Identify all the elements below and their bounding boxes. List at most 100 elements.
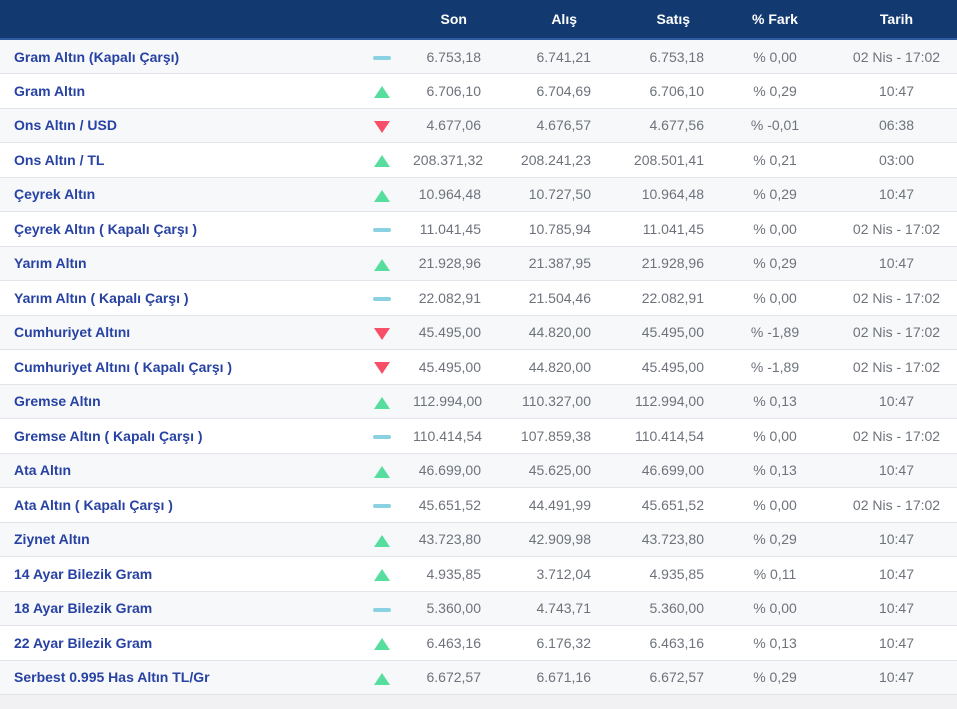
fark-value: % -1,89 — [705, 315, 845, 350]
satis-value: 45.495,00 — [592, 315, 705, 350]
table-row[interactable]: Gram Altın 6.706,10 6.704,69 6.706,10 % … — [0, 74, 957, 109]
son-value: 6.706,10 — [412, 74, 482, 109]
tarih-value: 02 Nis - 17:02 — [845, 350, 957, 385]
gold-prices-table: Son Alış Satış % Fark Tarih Gram Altın (… — [0, 0, 957, 695]
alis-value: 10.727,50 — [482, 177, 592, 212]
satis-value: 208.501,41 — [592, 143, 705, 178]
tarih-value: 02 Nis - 17:02 — [845, 212, 957, 247]
instrument-name[interactable]: 18 Ayar Bilezik Gram — [14, 600, 152, 616]
son-value: 10.964,48 — [412, 177, 482, 212]
satis-value: 110.414,54 — [592, 419, 705, 454]
table-row[interactable]: Çeyrek Altın 10.964,48 10.727,50 10.964,… — [0, 177, 957, 212]
trend-flat-icon — [373, 297, 391, 301]
fark-value: % 0,29 — [705, 74, 845, 109]
table-row[interactable]: Ata Altın ( Kapalı Çarşı ) 45.651,52 44.… — [0, 488, 957, 523]
instrument-name[interactable]: Cumhuriyet Altını — [14, 324, 130, 340]
header-tarih: Tarih — [845, 0, 957, 39]
fark-value: % 0,13 — [705, 384, 845, 419]
instrument-name[interactable]: Ata Altın ( Kapalı Çarşı ) — [14, 497, 173, 513]
trend-up-icon — [374, 86, 390, 98]
table-row[interactable]: 18 Ayar Bilezik Gram 5.360,00 4.743,71 5… — [0, 591, 957, 626]
table-row[interactable]: Cumhuriyet Altını ( Kapalı Çarşı ) 45.49… — [0, 350, 957, 385]
fark-value: % 0,00 — [705, 281, 845, 316]
table-row[interactable]: Ata Altın 46.699,00 45.625,00 46.699,00 … — [0, 453, 957, 488]
table-row[interactable]: Cumhuriyet Altını 45.495,00 44.820,00 45… — [0, 315, 957, 350]
alis-value: 44.820,00 — [482, 315, 592, 350]
tarih-value: 02 Nis - 17:02 — [845, 39, 957, 74]
table-row[interactable]: Serbest 0.995 Has Altın TL/Gr 6.672,57 6… — [0, 660, 957, 695]
alis-value: 208.241,23 — [482, 143, 592, 178]
trend-down-icon — [374, 362, 390, 374]
instrument-name[interactable]: Çeyrek Altın — [14, 186, 95, 202]
alis-value: 42.909,98 — [482, 522, 592, 557]
instrument-name[interactable]: Gremse Altın ( Kapalı Çarşı ) — [14, 428, 203, 444]
header-trend — [352, 0, 412, 39]
alis-value: 21.504,46 — [482, 281, 592, 316]
table-row[interactable]: Çeyrek Altın ( Kapalı Çarşı ) 11.041,45 … — [0, 212, 957, 247]
table-row[interactable]: Gremse Altın 112.994,00 110.327,00 112.9… — [0, 384, 957, 419]
alis-value: 6.671,16 — [482, 660, 592, 695]
son-value: 45.651,52 — [412, 488, 482, 523]
alis-value: 4.676,57 — [482, 108, 592, 143]
table-row[interactable]: Yarım Altın 21.928,96 21.387,95 21.928,9… — [0, 246, 957, 281]
tarih-value: 10:47 — [845, 246, 957, 281]
table-row[interactable]: Ons Altın / USD 4.677,06 4.676,57 4.677,… — [0, 108, 957, 143]
son-value: 208.371,32 — [412, 143, 482, 178]
tarih-value: 02 Nis - 17:02 — [845, 315, 957, 350]
table-row[interactable]: Gram Altın (Kapalı Çarşı) 6.753,18 6.741… — [0, 39, 957, 74]
trend-up-icon — [374, 397, 390, 409]
satis-value: 22.082,91 — [592, 281, 705, 316]
satis-value: 10.964,48 — [592, 177, 705, 212]
instrument-name[interactable]: Cumhuriyet Altını ( Kapalı Çarşı ) — [14, 359, 232, 375]
fark-value: % 0,00 — [705, 39, 845, 74]
satis-value: 4.677,56 — [592, 108, 705, 143]
son-value: 21.928,96 — [412, 246, 482, 281]
trend-up-icon — [374, 569, 390, 581]
son-value: 22.082,91 — [412, 281, 482, 316]
satis-value: 6.753,18 — [592, 39, 705, 74]
instrument-name[interactable]: Gram Altın (Kapalı Çarşı) — [14, 49, 179, 65]
bottom-strip — [0, 695, 957, 709]
instrument-name[interactable]: Çeyrek Altın ( Kapalı Çarşı ) — [14, 221, 197, 237]
header-fark: % Fark — [705, 0, 845, 39]
trend-flat-icon — [373, 228, 391, 232]
instrument-name[interactable]: Ons Altın / TL — [14, 152, 104, 168]
instrument-name[interactable]: Serbest 0.995 Has Altın TL/Gr — [14, 669, 210, 685]
table-row[interactable]: 14 Ayar Bilezik Gram 4.935,85 3.712,04 4… — [0, 557, 957, 592]
alis-value: 107.859,38 — [482, 419, 592, 454]
fark-value: % 0,00 — [705, 591, 845, 626]
alis-value: 45.625,00 — [482, 453, 592, 488]
fark-value: % 0,29 — [705, 177, 845, 212]
table-row[interactable]: 22 Ayar Bilezik Gram 6.463,16 6.176,32 6… — [0, 626, 957, 661]
table-row[interactable]: Gremse Altın ( Kapalı Çarşı ) 110.414,54… — [0, 419, 957, 454]
trend-flat-icon — [373, 608, 391, 612]
tarih-value: 02 Nis - 17:02 — [845, 488, 957, 523]
instrument-name[interactable]: Yarım Altın ( Kapalı Çarşı ) — [14, 290, 189, 306]
son-value: 110.414,54 — [412, 419, 482, 454]
tarih-value: 03:00 — [845, 143, 957, 178]
son-value: 43.723,80 — [412, 522, 482, 557]
table-row[interactable]: Ziynet Altın 43.723,80 42.909,98 43.723,… — [0, 522, 957, 557]
fark-value: % 0,00 — [705, 419, 845, 454]
trend-up-icon — [374, 155, 390, 167]
fark-value: % 0,13 — [705, 453, 845, 488]
tarih-value: 10:47 — [845, 660, 957, 695]
instrument-name[interactable]: Ons Altın / USD — [14, 117, 117, 133]
instrument-name[interactable]: Ata Altın — [14, 462, 71, 478]
tarih-value: 06:38 — [845, 108, 957, 143]
fark-value: % 0,00 — [705, 212, 845, 247]
table-row[interactable]: Yarım Altın ( Kapalı Çarşı ) 22.082,91 2… — [0, 281, 957, 316]
instrument-name[interactable]: Gram Altın — [14, 83, 85, 99]
fark-value: % 0,29 — [705, 522, 845, 557]
satis-value: 4.935,85 — [592, 557, 705, 592]
instrument-name[interactable]: Yarım Altın — [14, 255, 87, 271]
instrument-name[interactable]: 22 Ayar Bilezik Gram — [14, 635, 152, 651]
son-value: 4.677,06 — [412, 108, 482, 143]
table-header-row: Son Alış Satış % Fark Tarih — [0, 0, 957, 39]
table-row[interactable]: Ons Altın / TL 208.371,32 208.241,23 208… — [0, 143, 957, 178]
instrument-name[interactable]: Ziynet Altın — [14, 531, 90, 547]
instrument-name[interactable]: 14 Ayar Bilezik Gram — [14, 566, 152, 582]
instrument-name[interactable]: Gremse Altın — [14, 393, 101, 409]
son-value: 112.994,00 — [412, 384, 482, 419]
satis-value: 21.928,96 — [592, 246, 705, 281]
